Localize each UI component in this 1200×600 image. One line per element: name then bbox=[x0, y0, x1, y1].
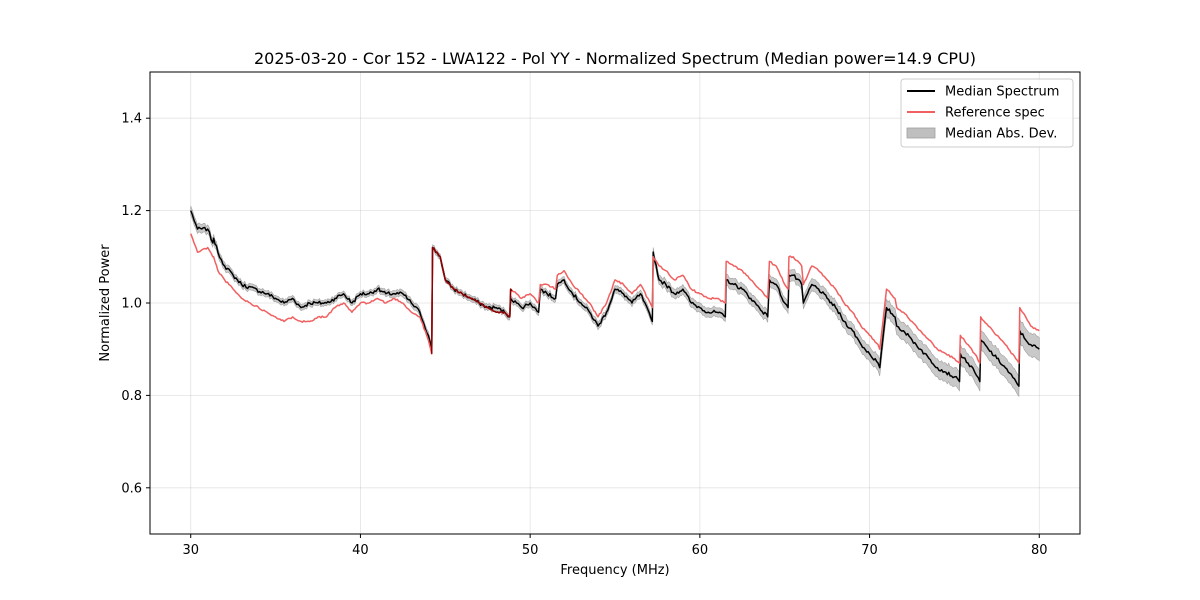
y-tick-label: 1.0 bbox=[121, 297, 142, 312]
legend-label: Reference spec bbox=[945, 106, 1045, 121]
legend-box bbox=[900, 78, 1074, 148]
x-axis-title: Frequency (MHz) bbox=[560, 563, 669, 578]
series-layer bbox=[190, 210, 1040, 387]
overlap-line bbox=[430, 246, 513, 354]
legend: Median Spectrum Reference spec Median Abs.… bbox=[900, 78, 1074, 148]
y-tick-label: 1.4 bbox=[121, 112, 142, 127]
x-tick-label: 60 bbox=[692, 543, 709, 558]
y-axis-title: Normalized Power bbox=[98, 244, 113, 362]
ticks: 30 40 50 60 70 80 0.6 0.8 1.0 1.2 1.4 bbox=[121, 112, 1047, 558]
reference-spectrum-line bbox=[190, 233, 1040, 364]
x-tick-label: 50 bbox=[522, 543, 539, 558]
x-tick-label: 70 bbox=[861, 543, 878, 558]
y-tick-label: 0.8 bbox=[121, 389, 142, 404]
y-tick-label: 0.6 bbox=[121, 481, 142, 496]
legend-label: Median Abs. Dev. bbox=[945, 127, 1057, 142]
x-tick-label: 30 bbox=[182, 543, 199, 558]
legend-label: Median Spectrum bbox=[945, 85, 1059, 100]
legend-swatch bbox=[906, 127, 936, 139]
y-tick-label: 1.2 bbox=[121, 204, 142, 219]
x-tick-label: 80 bbox=[1031, 543, 1048, 558]
median-spectrum-line bbox=[190, 210, 1040, 387]
chart-title: 2025-03-20 - Cor 152 - LWA122 - Pol YY -… bbox=[254, 49, 976, 68]
x-tick-label: 40 bbox=[352, 543, 369, 558]
